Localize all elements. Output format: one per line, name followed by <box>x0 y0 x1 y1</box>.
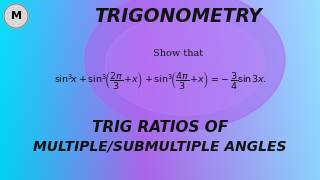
Text: M: M <box>11 11 21 21</box>
Circle shape <box>4 4 28 28</box>
Ellipse shape <box>105 15 265 115</box>
Ellipse shape <box>85 0 285 130</box>
Text: $\mathrm{sin}^3\!x + \mathrm{sin}^3\!\left(\dfrac{2\pi}{3}\!+\!x\right)+\mathrm{: $\mathrm{sin}^3\!x + \mathrm{sin}^3\!\le… <box>54 69 266 91</box>
Text: TRIGONOMETRY: TRIGONOMETRY <box>94 8 262 26</box>
Text: MULTIPLE/SUBMULTIPLE ANGLES: MULTIPLE/SUBMULTIPLE ANGLES <box>33 140 287 154</box>
Text: TRIG RATIOS OF: TRIG RATIOS OF <box>92 120 228 136</box>
Text: Show that: Show that <box>153 50 203 59</box>
